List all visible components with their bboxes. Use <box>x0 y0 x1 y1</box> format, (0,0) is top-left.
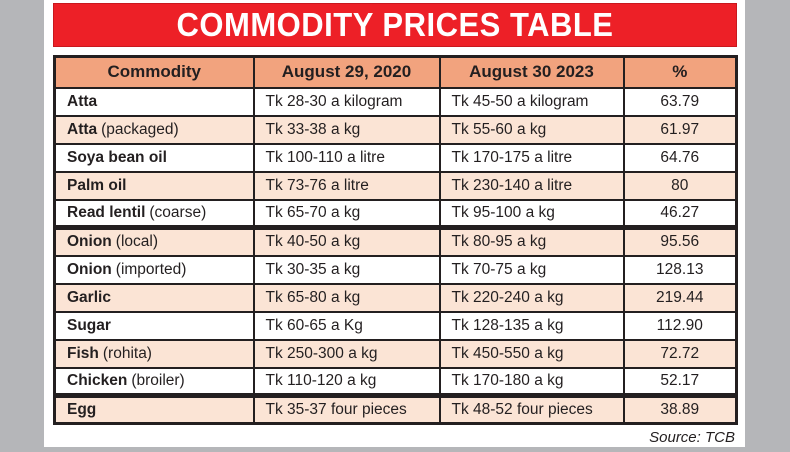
column-header-aug-30-2023: August 30 2023 <box>438 55 625 89</box>
percent-cell: 61.97 <box>622 114 738 145</box>
price-2020-cell: Tk 100-110 a litre <box>252 142 441 173</box>
infographic-panel: COMMODITY PRICES TABLE Commodity August … <box>44 0 745 447</box>
price-2023-cell: Tk 450-550 a kg <box>438 338 625 369</box>
price-2020-cell: Tk 65-80 a kg <box>252 282 441 313</box>
percent-cell: 128.13 <box>622 254 738 285</box>
price-2023-cell: Tk 48-52 four pieces <box>438 394 625 425</box>
percent-cell: 80 <box>622 170 738 201</box>
price-2023-cell: Tk 170-175 a litre <box>438 142 625 173</box>
price-2023-cell: Tk 95-100 a kg <box>438 198 625 230</box>
commodity-name: Chicken <box>67 371 128 389</box>
commodity-name: Egg <box>67 401 97 418</box>
column-header-percent: % <box>622 55 738 89</box>
table-row: Onion (local) Tk 40-50 a kg Tk 80-95 a kg… <box>53 226 738 257</box>
table-row: Egg Tk 35-37 four pieces Tk 48-52 four p… <box>53 394 738 425</box>
commodity-name: Fish <box>67 344 99 362</box>
commodity-cell: Sugar <box>53 310 255 341</box>
column-header-commodity: Commodity <box>53 55 255 89</box>
commodity-name: Atta <box>67 92 98 110</box>
price-2023-cell: Tk 70-75 a kg <box>438 254 625 285</box>
price-2023-cell: Tk 230-140 a litre <box>438 170 625 201</box>
commodity-qualifier: (local) <box>115 233 158 251</box>
commodity-qualifier: (rohita) <box>102 344 152 362</box>
commodity-cell: Read lentil (coarse) <box>53 198 255 230</box>
price-2020-cell: Tk 110-120 a kg <box>252 366 441 398</box>
price-2020-cell: Tk 40-50 a kg <box>252 226 441 257</box>
price-2023-cell: Tk 170-180 a kg <box>438 366 625 398</box>
price-2020-cell: Tk 73-76 a litre <box>252 170 441 201</box>
table-row: Chicken (broiler) Tk 110-120 a kg Tk 170-… <box>53 366 738 398</box>
commodity-cell: Onion (local) <box>53 226 255 257</box>
commodity-cell: Chicken (broiler) <box>53 366 255 398</box>
table-row: Read lentil (coarse) Tk 65-70 a kg Tk 95-… <box>53 198 738 230</box>
commodity-qualifier: (imported) <box>115 260 187 278</box>
commodity-prices-table: Commodity August 29, 2020 August 30 2023… <box>53 55 738 425</box>
source-attribution: Source: TCB <box>649 429 735 446</box>
table-row: Palm oil Tk 73-76 a litre Tk 230-140 a l… <box>53 170 738 201</box>
title-banner: COMMODITY PRICES TABLE <box>53 3 737 47</box>
commodity-qualifier: (packaged) <box>101 120 179 138</box>
table-row: Onion (imported) Tk 30-35 a kg Tk 70-75 a… <box>53 254 738 285</box>
commodity-cell: Egg <box>53 394 255 425</box>
commodity-name: Garlic <box>67 288 111 306</box>
commodity-name: Sugar <box>67 316 111 334</box>
commodity-cell: Soya bean oil <box>53 142 255 173</box>
table-row: Garlic Tk 65-80 a kg Tk 220-240 a kg 219… <box>53 282 738 313</box>
percent-cell: 64.76 <box>622 142 738 173</box>
commodity-cell: Onion (imported) <box>53 254 255 285</box>
percent-cell: 52.17 <box>622 366 738 398</box>
commodity-qualifier: (coarse) <box>149 203 207 221</box>
price-2023-cell: Tk 80-95 a kg <box>438 226 625 257</box>
price-2020-cell: Tk 30-35 a kg <box>252 254 441 285</box>
table-row: Atta Tk 28-30 a kilogram Tk 45-50 a kilo… <box>53 86 738 117</box>
price-2020-cell: Tk 60-65 a Kg <box>252 310 441 341</box>
table-row: Soya bean oil Tk 100-110 a litre Tk 170-… <box>53 142 738 173</box>
page-title: COMMODITY PRICES TABLE <box>176 5 614 44</box>
percent-cell: 46.27 <box>622 198 738 230</box>
commodity-name: Read lentil <box>67 203 146 221</box>
percent-cell: 112.90 <box>622 310 738 341</box>
percent-cell: 63.79 <box>622 86 738 117</box>
price-2023-cell: Tk 45-50 a kilogram <box>438 86 625 117</box>
price-2020-cell: Tk 33-38 a kg <box>252 114 441 145</box>
price-2020-cell: Tk 35-37 four pieces <box>252 394 441 425</box>
column-header-aug-29-2020: August 29, 2020 <box>252 55 441 89</box>
commodity-name: Onion <box>67 233 112 251</box>
commodity-cell: Atta <box>53 86 255 117</box>
table-row: Fish (rohita) Tk 250-300 a kg Tk 450-550 … <box>53 338 738 369</box>
percent-cell: 38.89 <box>622 394 738 425</box>
table-header-row: Commodity August 29, 2020 August 30 2023… <box>53 55 738 89</box>
price-2023-cell: Tk 128-135 a kg <box>438 310 625 341</box>
commodity-name: Atta <box>67 120 98 138</box>
commodity-cell: Palm oil <box>53 170 255 201</box>
table-row: Sugar Tk 60-65 a Kg Tk 128-135 a kg 112.… <box>53 310 738 341</box>
commodity-name: Soya bean oil <box>67 148 167 166</box>
price-2023-cell: Tk 220-240 a kg <box>438 282 625 313</box>
price-2020-cell: Tk 28-30 a kilogram <box>252 86 441 117</box>
commodity-name: Onion <box>67 260 112 278</box>
price-2020-cell: Tk 250-300 a kg <box>252 338 441 369</box>
price-2020-cell: Tk 65-70 a kg <box>252 198 441 230</box>
percent-cell: 219.44 <box>622 282 738 313</box>
price-2023-cell: Tk 55-60 a kg <box>438 114 625 145</box>
commodity-cell: Fish (rohita) <box>53 338 255 369</box>
percent-cell: 95.56 <box>622 226 738 257</box>
commodity-qualifier: (broiler) <box>131 371 185 389</box>
commodity-cell: Atta (packaged) <box>53 114 255 145</box>
commodity-cell: Garlic <box>53 282 255 313</box>
commodity-name: Palm oil <box>67 176 127 194</box>
percent-cell: 72.72 <box>622 338 738 369</box>
table-row: Atta (packaged) Tk 33-38 a kg Tk 55-60 a … <box>53 114 738 145</box>
